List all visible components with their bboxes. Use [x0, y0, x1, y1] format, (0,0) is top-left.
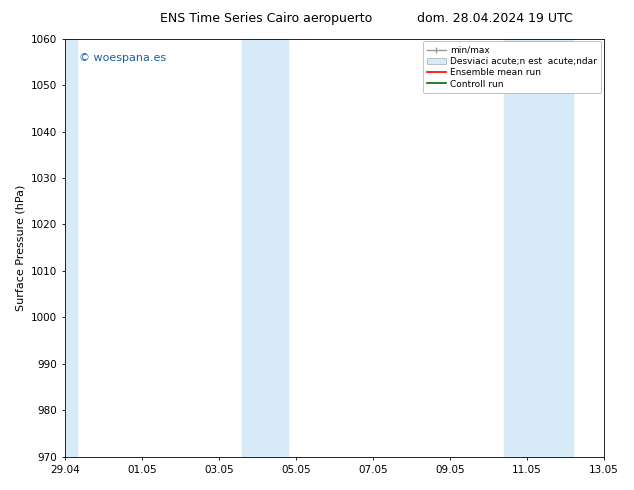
Y-axis label: Surface Pressure (hPa): Surface Pressure (hPa) — [15, 184, 25, 311]
Bar — [63, 39, 77, 457]
Bar — [504, 39, 573, 457]
Text: ENS Time Series Cairo aeropuerto: ENS Time Series Cairo aeropuerto — [160, 12, 372, 25]
Bar — [242, 39, 288, 457]
Text: © woespana.es: © woespana.es — [79, 53, 165, 63]
Text: dom. 28.04.2024 19 UTC: dom. 28.04.2024 19 UTC — [417, 12, 573, 25]
Legend: min/max, Desviaci acute;n est  acute;ndar, Ensemble mean run, Controll run: min/max, Desviaci acute;n est acute;ndar… — [423, 41, 602, 93]
